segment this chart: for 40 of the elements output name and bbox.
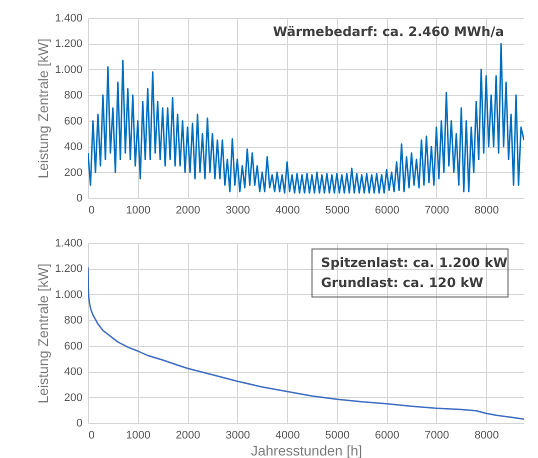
y-tick-label: 0 [76, 418, 82, 430]
annotation: Spitzenlast: ca. 1.200 kW [321, 256, 508, 271]
x-tick-label: 7000 [424, 430, 450, 442]
y-tick-label: 200 [64, 166, 82, 179]
y-tick-label: 1.200 [54, 263, 82, 276]
x-tick-label: 1000 [126, 430, 151, 442]
y-tick-label: 1.400 [54, 238, 82, 250]
x-tick-label: 0 [88, 430, 95, 442]
y-tick-label: 600 [64, 115, 82, 128]
x-tick-label: 4000 [275, 204, 300, 216]
y-tick-label: 800 [64, 314, 82, 327]
x-tick-label: 6000 [374, 430, 400, 442]
x-tick-label: 5000 [325, 204, 350, 216]
x-tick-label: 8000 [474, 204, 499, 216]
line-series [88, 42, 524, 194]
y-tick-label: 200 [64, 392, 82, 404]
x-tick-label: 2000 [176, 204, 200, 216]
y-axis-title: Leistung Zentrale [kW] [34, 263, 51, 404]
y-tick-label: 1.000 [54, 64, 82, 76]
y-tick-label: 1.400 [54, 12, 82, 24]
x-tick-label: 7000 [424, 204, 450, 216]
x-tick-label: 3000 [226, 204, 250, 216]
x-tick-label: 4000 [275, 430, 300, 442]
y-tick-label: 0 [76, 192, 82, 204]
y-tick-label: 800 [64, 90, 82, 102]
x-tick-label: 5000 [325, 430, 350, 442]
x-tick-label: 1000 [126, 204, 151, 216]
x-tick-label: 3000 [226, 430, 250, 442]
y-tick-label: 1.000 [54, 288, 82, 301]
y-tick-label: 1.200 [54, 38, 82, 50]
x-tick-label: 8000 [474, 430, 499, 442]
annotation: Grundlast: ca. 120 kW [321, 276, 484, 291]
annotation: Wärmebedarf: ca. 2.460 MWh/a [272, 25, 504, 40]
x-tick-label: 2000 [176, 430, 200, 442]
y-axis-title: Leistung Zentrale [kW] [34, 38, 51, 179]
x-tick-label: 0 [88, 204, 95, 216]
x-tick-label: 6000 [374, 204, 400, 216]
y-tick-label: 600 [64, 340, 82, 352]
y-tick-label: 400 [64, 141, 82, 154]
y-tick-label: 400 [64, 366, 82, 378]
